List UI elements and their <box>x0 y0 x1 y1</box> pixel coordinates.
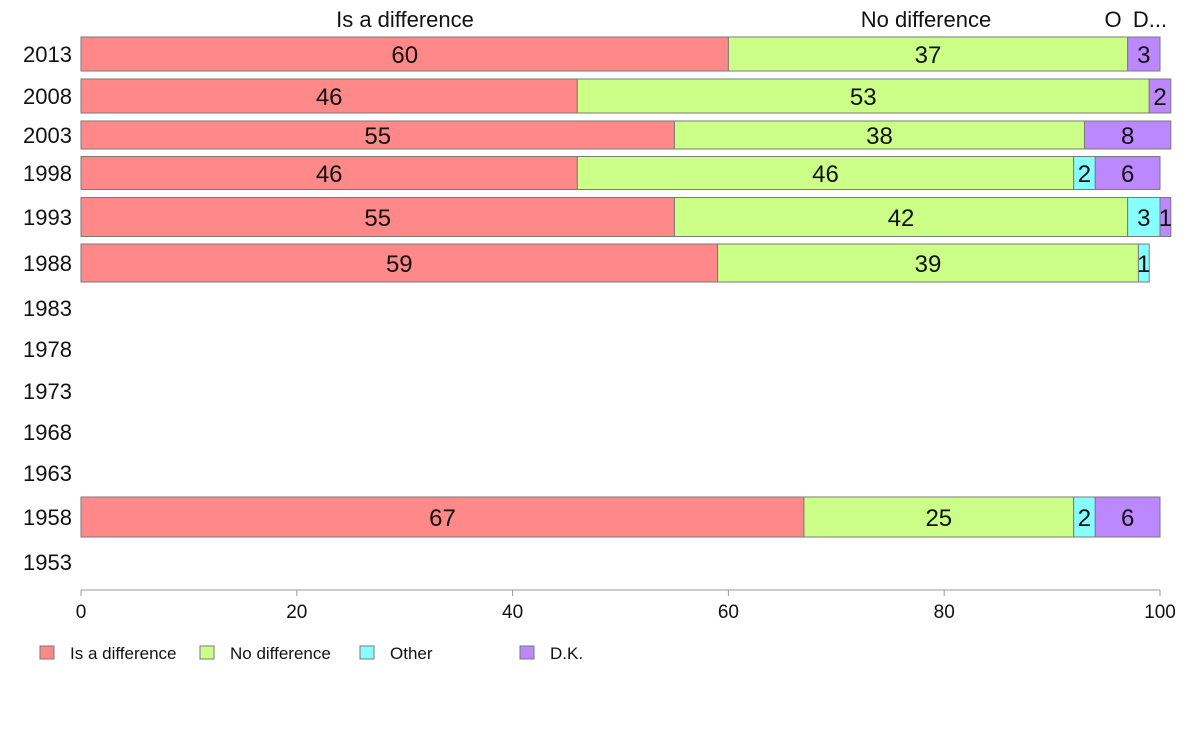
bar-value-label: 2 <box>1078 505 1091 532</box>
y-tick-label: 2013 <box>23 42 72 67</box>
bar-value-label: 38 <box>866 123 893 150</box>
column-header: No difference <box>861 7 991 32</box>
column-headers: Is a difference No difference O D... <box>336 7 1167 32</box>
y-tick-label: 2003 <box>23 123 72 148</box>
legend-swatch <box>359 645 375 660</box>
bar-segment <box>1137 243 1150 283</box>
bar-segment <box>1148 78 1172 114</box>
column-header: O <box>1104 7 1121 32</box>
legend-swatch <box>39 645 55 660</box>
bar-segment <box>80 36 729 72</box>
bar-value-label: 3 <box>1137 42 1150 69</box>
bar-segment <box>576 78 1150 114</box>
bar-value-label: 46 <box>316 161 343 188</box>
x-tick-label: 60 <box>718 602 739 623</box>
x-tick-label: 80 <box>934 602 955 623</box>
bar-segment <box>803 496 1075 538</box>
y-tick-label: 1953 <box>23 550 72 575</box>
x-tick-label: 0 <box>76 602 87 623</box>
bar-segment <box>80 243 719 283</box>
y-tick-label: 1963 <box>23 461 72 486</box>
bar-value-label: 55 <box>364 123 391 150</box>
bar-value-label: 42 <box>888 205 915 232</box>
y-tick-label: 1983 <box>23 296 72 321</box>
column-header: Is a difference <box>336 7 474 32</box>
bar-value-label: 2 <box>1153 84 1166 111</box>
y-tick-label: 1973 <box>23 379 72 404</box>
bar-value-label: 8 <box>1121 123 1134 150</box>
y-axis-labels: 2013 2008 2003 1998 1993 1988 1983 1978 1973 1968… <box>23 42 72 575</box>
bar-value-label: 55 <box>364 205 391 232</box>
bar-value-label: 37 <box>915 42 942 69</box>
legend-label: Other <box>390 644 433 663</box>
bar-value-label: 46 <box>812 161 839 188</box>
bar-value-label: 1 <box>1159 205 1172 232</box>
bar-segment <box>1127 36 1161 72</box>
bar-segment <box>1127 197 1161 237</box>
bar-segment <box>673 197 1129 237</box>
x-tick-label: 40 <box>502 602 523 623</box>
y-tick-label: 1993 <box>23 205 72 230</box>
bar-segment <box>717 243 1139 283</box>
y-tick-label: 1958 <box>23 505 72 530</box>
y-tick-label: 1968 <box>23 420 72 445</box>
y-tick-label: 1998 <box>23 161 72 186</box>
bar-segment <box>80 197 675 237</box>
y-tick-label: 2008 <box>23 84 72 109</box>
bar-value-label: 6 <box>1121 505 1134 532</box>
bar-value-label: 46 <box>316 84 343 111</box>
bar-segment <box>727 36 1129 72</box>
bar-segment <box>1159 197 1172 237</box>
bar-value-label: 39 <box>915 251 942 278</box>
y-tick-label: 1978 <box>23 337 72 362</box>
bars: 60 37 346 53 255 38 846 46 2 655 42 3 159 39 167 25 2 6 <box>80 36 1172 538</box>
legend-swatch <box>519 645 535 660</box>
bar-value-label: 1 <box>1137 251 1150 278</box>
x-tick-label: 20 <box>286 602 307 623</box>
x-axis: 0 20 40 60 80 100 <box>76 589 1176 623</box>
bar-segment <box>80 78 578 114</box>
legend-label: No difference <box>230 644 331 663</box>
bar-value-label: 2 <box>1078 161 1091 188</box>
bar-value-label: 59 <box>386 251 413 278</box>
column-header: D... <box>1133 7 1167 32</box>
bar-value-label: 67 <box>429 505 456 532</box>
bar-segment <box>1094 496 1161 538</box>
bar-segment <box>576 156 1075 190</box>
bar-segment <box>1083 120 1172 150</box>
legend-label: D.K. <box>550 644 583 663</box>
legend: Is a difference No difference Other D.K. <box>39 644 583 663</box>
bar-segment <box>80 120 675 150</box>
y-tick-label: 1988 <box>23 251 72 276</box>
bar-segment <box>1094 156 1161 190</box>
x-tick-label: 100 <box>1144 602 1176 623</box>
bar-value-label: 60 <box>391 42 418 69</box>
bar-segment <box>80 156 578 190</box>
bar-value-label: 25 <box>925 505 952 532</box>
bar-value-label: 6 <box>1121 161 1134 188</box>
bar-value-label: 3 <box>1137 205 1150 232</box>
bar-segment <box>80 496 805 538</box>
legend-swatch <box>199 645 215 660</box>
legend-label: Is a difference <box>70 644 176 663</box>
bar-value-label: 53 <box>850 84 877 111</box>
